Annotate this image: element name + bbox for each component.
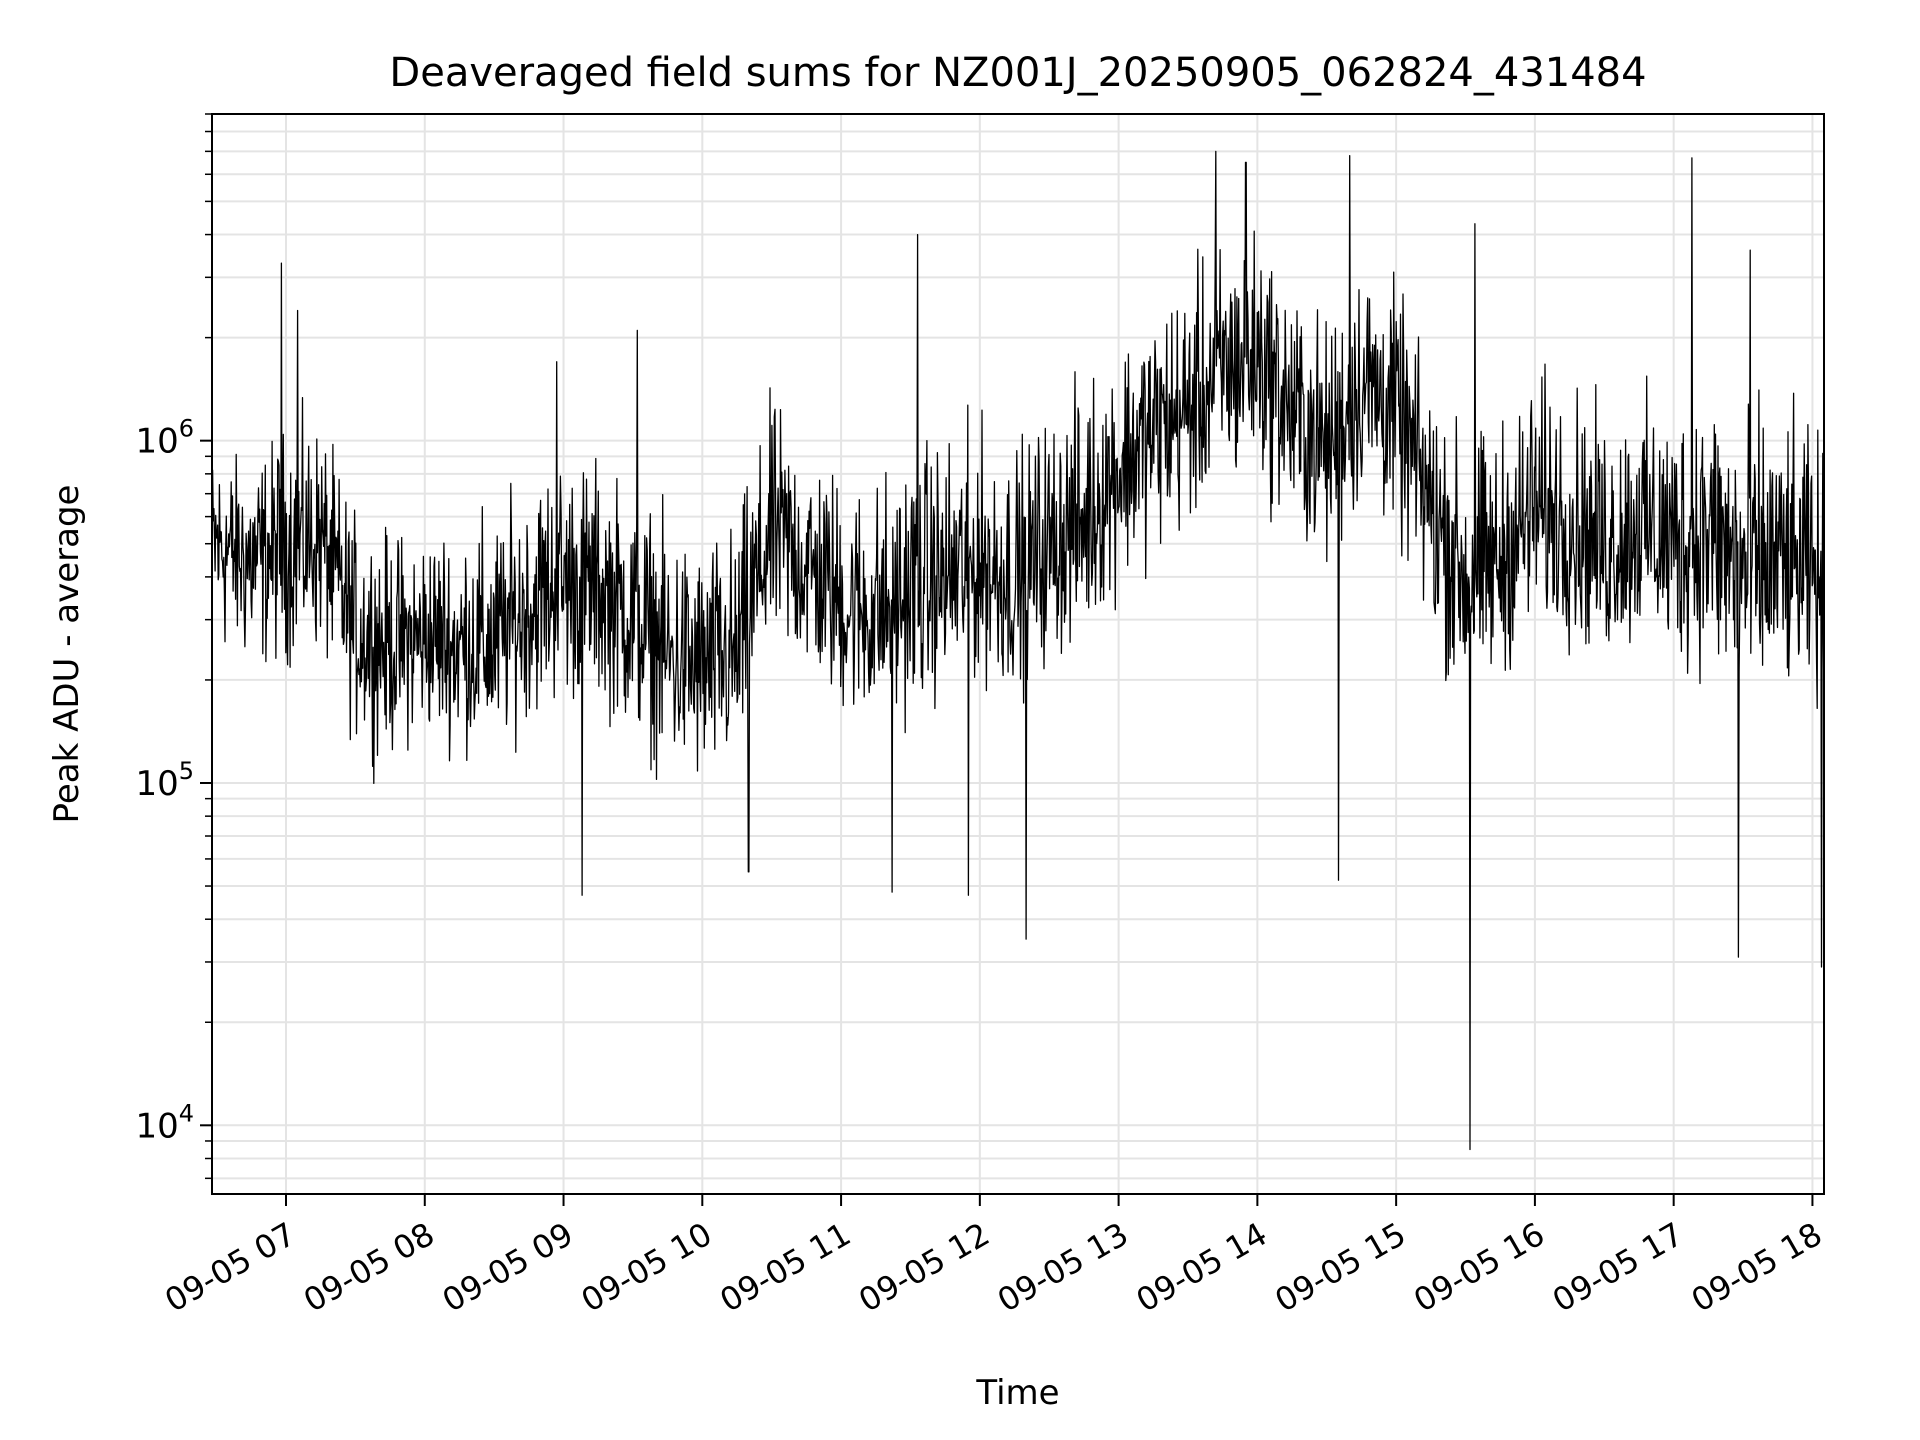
x-tick-label: 09-05 08 [297,1215,441,1320]
y-axis-label: Peak ADU - average [47,485,87,824]
axes-frame [211,113,1825,1195]
data-layer [211,150,1825,1151]
series-line [211,150,1825,1151]
chart-title: Deaveraged field sums for NZ001J_2025090… [389,50,1646,96]
y-tick-label: 105 [135,757,194,804]
x-tick-label: 09-05 12 [852,1215,996,1320]
x-tick-label: 09-05 16 [1407,1215,1551,1320]
x-axis-label: Time [975,1373,1059,1413]
x-tick-label: 09-05 11 [713,1215,857,1320]
x-tick-label: 09-05 15 [1269,1215,1413,1320]
y-tick-label: 106 [135,415,194,462]
x-tick-label: 09-05 18 [1685,1215,1829,1320]
y-tick-label: 104 [135,1099,194,1146]
x-tick-label: 09-05 07 [158,1215,302,1320]
x-tick-label: 09-05 14 [1130,1215,1274,1320]
x-tick-label: 09-05 09 [436,1215,580,1320]
x-tick-label: 09-05 10 [575,1215,719,1320]
x-tick-label: 09-05 13 [991,1215,1135,1320]
x-tick-label: 09-05 17 [1546,1215,1690,1320]
